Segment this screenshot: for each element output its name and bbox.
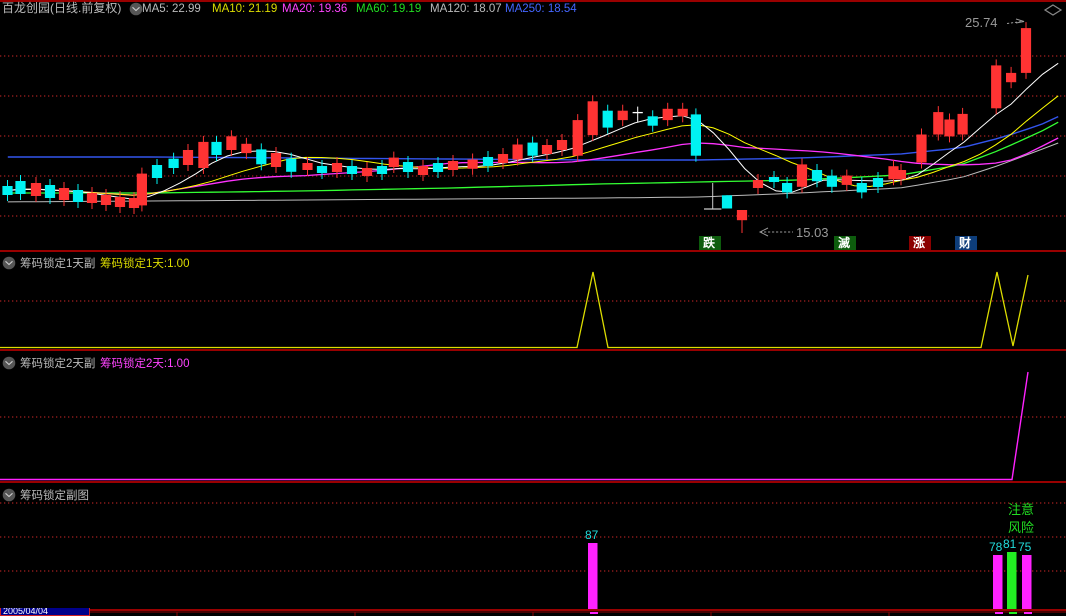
svg-text:78: 78 [989, 540, 1003, 554]
svg-text:涨: 涨 [913, 235, 925, 250]
svg-text:百龙创园(日线.前复权): 百龙创园(日线.前复权) [2, 0, 121, 15]
svg-text:筹码锁定2天副: 筹码锁定2天副 [20, 356, 95, 370]
svg-text:跌: 跌 [703, 235, 716, 250]
svg-text:MA250: 18.54: MA250: 18.54 [505, 3, 577, 15]
svg-text:筹码锁定1天副: 筹码锁定1天副 [20, 256, 95, 270]
svg-text:25.74: 25.74 [965, 15, 998, 30]
svg-text:MA60: 19.19: MA60: 19.19 [356, 3, 421, 15]
svg-text:筹码锁定1天:1.00: 筹码锁定1天:1.00 [100, 256, 189, 270]
svg-text:MA20: 19.36: MA20: 19.36 [282, 3, 347, 15]
svg-text:筹码锁定2天:1.00: 筹码锁定2天:1.00 [100, 356, 189, 370]
svg-text:MA5: 22.99: MA5: 22.99 [142, 3, 201, 15]
svg-text:87: 87 [585, 528, 599, 542]
svg-text:MA10: 21.19: MA10: 21.19 [212, 3, 277, 15]
svg-text:75: 75 [1018, 540, 1032, 554]
svg-text:财: 财 [958, 235, 971, 250]
svg-text:81: 81 [1003, 537, 1017, 551]
svg-text:15.03: 15.03 [796, 225, 829, 240]
svg-text:滅: 滅 [838, 235, 850, 250]
svg-text:注意: 注意 [1008, 502, 1034, 517]
svg-text:MA120: 18.07: MA120: 18.07 [430, 3, 502, 15]
svg-text:风险: 风险 [1008, 520, 1034, 535]
svg-text:筹码锁定副图: 筹码锁定副图 [20, 488, 89, 502]
